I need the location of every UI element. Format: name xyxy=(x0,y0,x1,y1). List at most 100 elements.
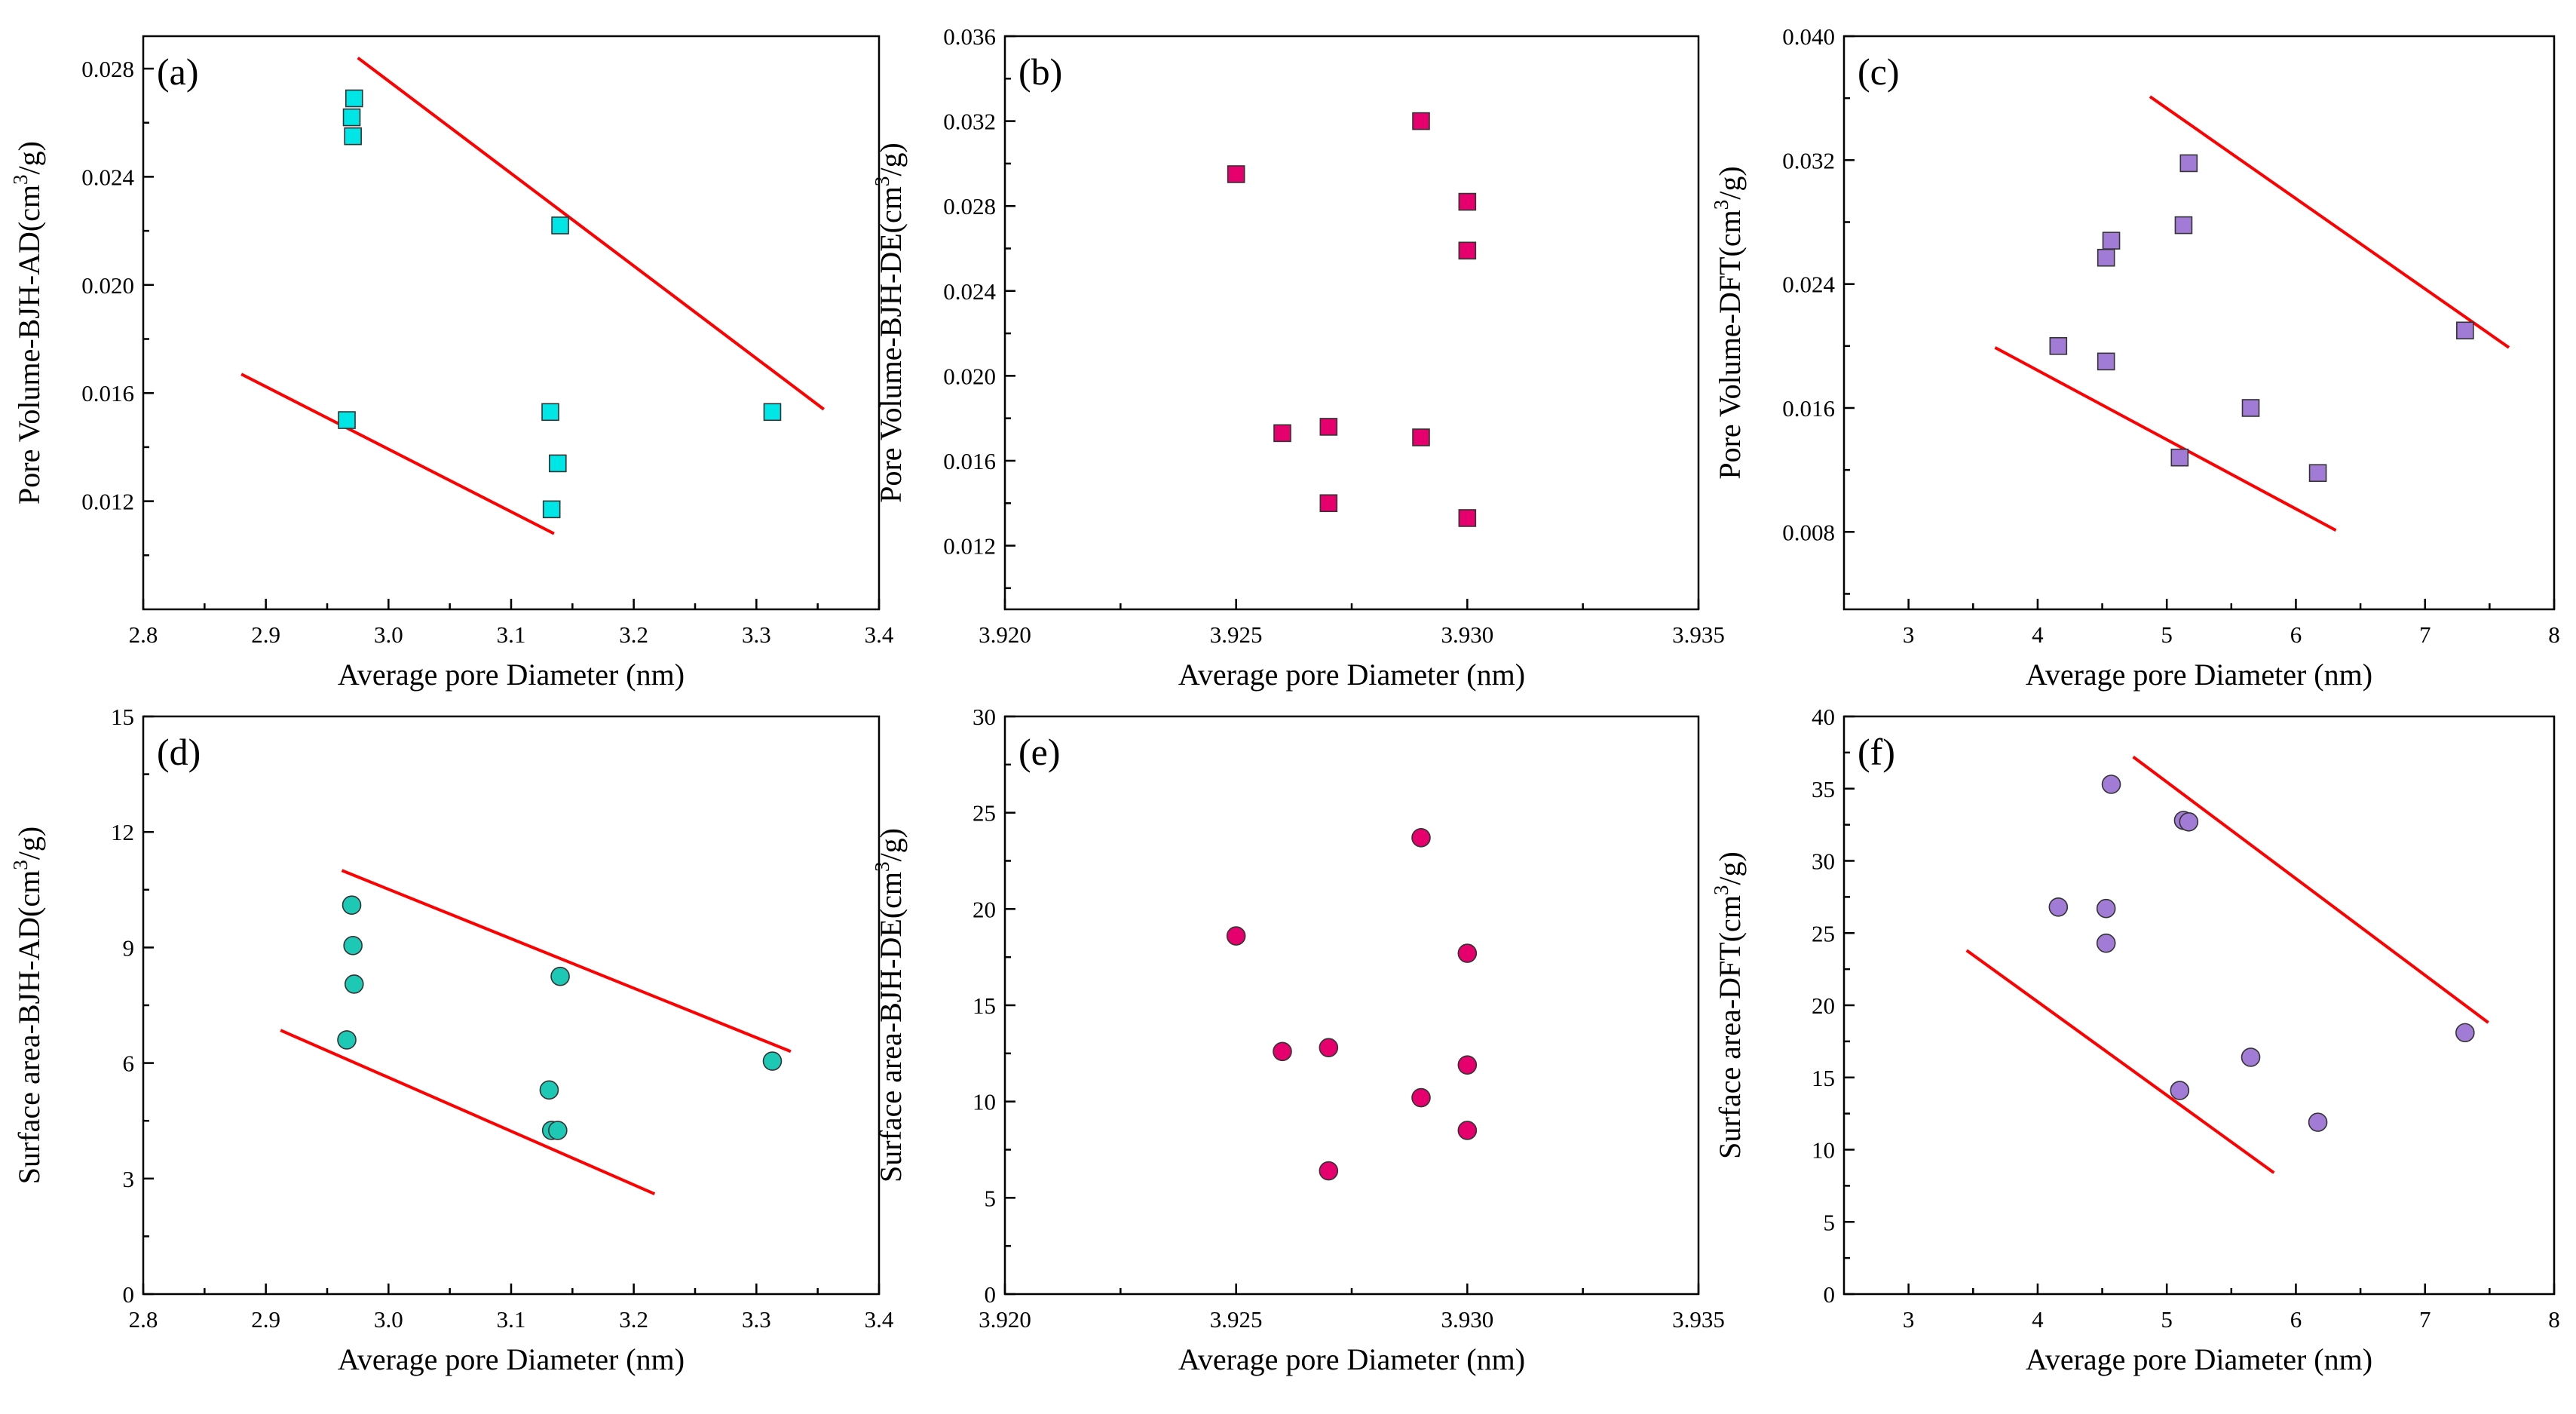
trend-line xyxy=(341,869,792,1054)
y-tick-label: 0.028 xyxy=(943,193,996,219)
x-tick-label: 3.4 xyxy=(865,1306,894,1333)
y-tick-label: 12 xyxy=(111,819,134,845)
x-tick-label: 8 xyxy=(2548,621,2560,648)
x-axis-title: Average pore Diameter (nm) xyxy=(1178,1342,1525,1376)
data-point xyxy=(1457,1055,1478,1075)
x-tick-label: 2.8 xyxy=(129,621,158,648)
data-point xyxy=(2308,464,2327,483)
data-point xyxy=(1458,241,1477,260)
data-point xyxy=(344,974,364,994)
y-tick-label: 40 xyxy=(1812,704,1835,730)
y-tick-label: 0.008 xyxy=(1782,519,1835,545)
y-tick-label: 10 xyxy=(1812,1137,1835,1164)
x-tick-label: 3.4 xyxy=(865,621,894,648)
data-point xyxy=(343,936,363,955)
data-point xyxy=(1457,943,1478,963)
y-tick-label: 0.024 xyxy=(1782,271,1835,298)
x-tick-label: 3.920 xyxy=(979,1306,1031,1333)
data-point xyxy=(2097,352,2115,371)
data-point xyxy=(2101,774,2121,794)
plot-frame xyxy=(1842,715,2556,1296)
data-point xyxy=(2179,811,2199,832)
data-point xyxy=(1412,112,1430,130)
plot-frame xyxy=(1003,715,1700,1296)
y-tick-label: 0.032 xyxy=(1782,147,1835,173)
trend-line xyxy=(1965,949,2275,1174)
data-point xyxy=(1226,926,1246,946)
x-axis-title: Average pore Diameter (nm) xyxy=(2026,658,2372,692)
y-tick-label: 15 xyxy=(111,704,134,730)
data-point xyxy=(1273,424,1291,443)
x-tick-label: 3.1 xyxy=(497,621,526,648)
data-point xyxy=(2170,448,2189,467)
data-point xyxy=(1458,509,1477,527)
data-point xyxy=(344,127,362,146)
y-axis-title: Pore Volume-BJH-DE(cm3/g) xyxy=(871,143,908,503)
x-tick-label: 2.8 xyxy=(129,1306,158,1333)
panel-e: 3.920 3.925 3.930 3.935 0 5 10 15 20 25 30 Average … xyxy=(871,704,1725,1376)
data-point xyxy=(342,108,361,127)
x-tick-label: 5 xyxy=(2161,1306,2173,1333)
data-point xyxy=(1412,428,1430,446)
data-point xyxy=(548,1121,568,1140)
data-point xyxy=(549,454,567,473)
y-tick-label: 0.024 xyxy=(81,164,134,190)
data-point xyxy=(2241,399,2260,417)
data-point xyxy=(541,403,559,422)
y-axis-title: Pore Volume-DFT(cm3/g) xyxy=(1710,166,1747,479)
data-point xyxy=(337,1030,357,1050)
x-axis-title: Average pore Diameter (nm) xyxy=(338,1342,685,1376)
y-tick-label: 15 xyxy=(973,992,996,1019)
x-tick-label: 3.935 xyxy=(1672,621,1725,648)
y-tick-label: 0.020 xyxy=(943,363,996,389)
x-tick-label: 3.0 xyxy=(374,1306,403,1333)
trend-line xyxy=(2132,756,2489,1024)
trend-line xyxy=(240,373,555,535)
data-point xyxy=(2049,337,2068,355)
plot-frame xyxy=(1003,35,1700,611)
y-tick-label: 30 xyxy=(1812,848,1835,875)
y-tick-label: 0.012 xyxy=(943,533,996,560)
y-tick-label: 0.020 xyxy=(81,272,134,299)
x-tick-label: 3.925 xyxy=(1210,1306,1263,1333)
data-point xyxy=(2174,216,2193,235)
data-point xyxy=(2179,154,2198,173)
x-tick-label: 2.9 xyxy=(251,1306,280,1333)
trend-line xyxy=(280,1029,656,1196)
y-axis-title: Surface area-DFT(cm3/g) xyxy=(1710,851,1747,1159)
y-tick-label: 25 xyxy=(1812,920,1835,946)
data-point xyxy=(1411,1087,1431,1108)
x-tick-label: 4 xyxy=(2032,1306,2044,1333)
y-tick-label: 3 xyxy=(123,1166,135,1192)
y-tick-label: 30 xyxy=(973,704,996,730)
x-tick-label: 2.9 xyxy=(251,621,280,648)
y-tick-label: 20 xyxy=(973,896,996,922)
x-tick-label: 7 xyxy=(2419,621,2431,648)
plot-frame xyxy=(142,35,881,611)
data-point xyxy=(345,89,363,108)
y-tick-label: 0.016 xyxy=(81,380,134,406)
data-point xyxy=(1319,1161,1339,1181)
y-axis-title: Surface area-BJH-DE(cm3/g) xyxy=(871,828,908,1182)
data-point xyxy=(542,500,561,519)
data-point xyxy=(550,966,570,986)
y-tick-label: 0.028 xyxy=(81,56,134,82)
x-tick-label: 4 xyxy=(2032,621,2044,648)
data-point xyxy=(763,403,782,422)
data-point xyxy=(2096,898,2116,919)
y-tick-label: 6 xyxy=(123,1051,135,1077)
x-axis-title: Average pore Diameter (nm) xyxy=(338,658,685,692)
y-tick-label: 9 xyxy=(123,934,135,961)
panel-label: (d) xyxy=(157,731,201,773)
data-point xyxy=(1227,165,1245,183)
y-axis-title: Pore Volume-BJH-AD(cm3/g) xyxy=(9,141,46,505)
y-tick-label: 0.016 xyxy=(943,448,996,474)
data-point xyxy=(2048,897,2069,917)
data-point xyxy=(1319,1038,1339,1057)
panel-label: (c) xyxy=(1858,51,1900,93)
x-tick-label: 7 xyxy=(2419,1306,2431,1333)
x-tick-label: 6 xyxy=(2290,621,2302,648)
data-point xyxy=(2456,321,2474,340)
x-tick-label: 3.1 xyxy=(497,1306,526,1333)
y-tick-label: 0.040 xyxy=(1782,23,1835,50)
